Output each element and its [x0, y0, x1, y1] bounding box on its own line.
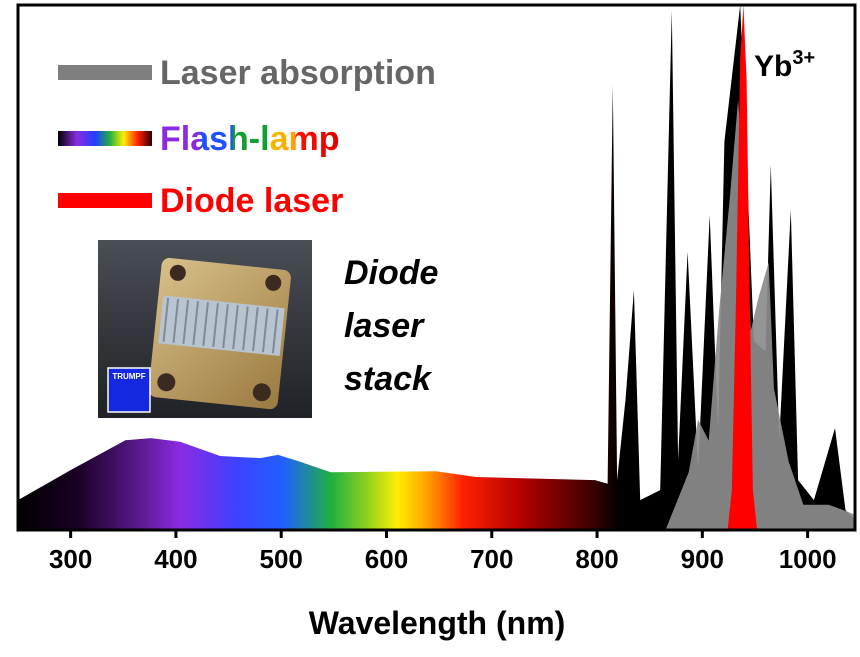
photo-caption: laser: [344, 307, 425, 345]
legend-swatch: [58, 65, 152, 80]
x-tick-label: 400: [154, 544, 197, 574]
x-tick-label: 1000: [779, 544, 837, 574]
x-tick-label: 700: [470, 544, 513, 574]
photo-caption: stack: [344, 360, 433, 398]
legend-label: Diode laser: [160, 182, 343, 220]
x-tick-label: 900: [681, 544, 724, 574]
ion-base: Yb: [754, 50, 792, 83]
x-tick-label: 600: [365, 544, 408, 574]
legend-swatch: [58, 131, 152, 146]
x-axis-label: Wavelength (nm): [309, 605, 566, 641]
chart: TRUMPF Diode laser stack Yb3+ Wavelength…: [0, 0, 860, 657]
photo: TRUMPF: [98, 240, 312, 418]
legend-label: Laser absorption: [160, 54, 436, 92]
photo-caption: Diode: [344, 254, 438, 292]
legend-swatch: [58, 193, 152, 208]
x-tick-label: 800: [575, 544, 618, 574]
x-tick-label: 300: [49, 544, 92, 574]
legend-label: Flash-lamp: [160, 120, 339, 158]
photo-logo: TRUMPF: [112, 372, 145, 381]
ion-label: Yb3+: [754, 47, 815, 83]
ion-sup: 3+: [792, 47, 815, 69]
x-tick-label: 500: [260, 544, 303, 574]
